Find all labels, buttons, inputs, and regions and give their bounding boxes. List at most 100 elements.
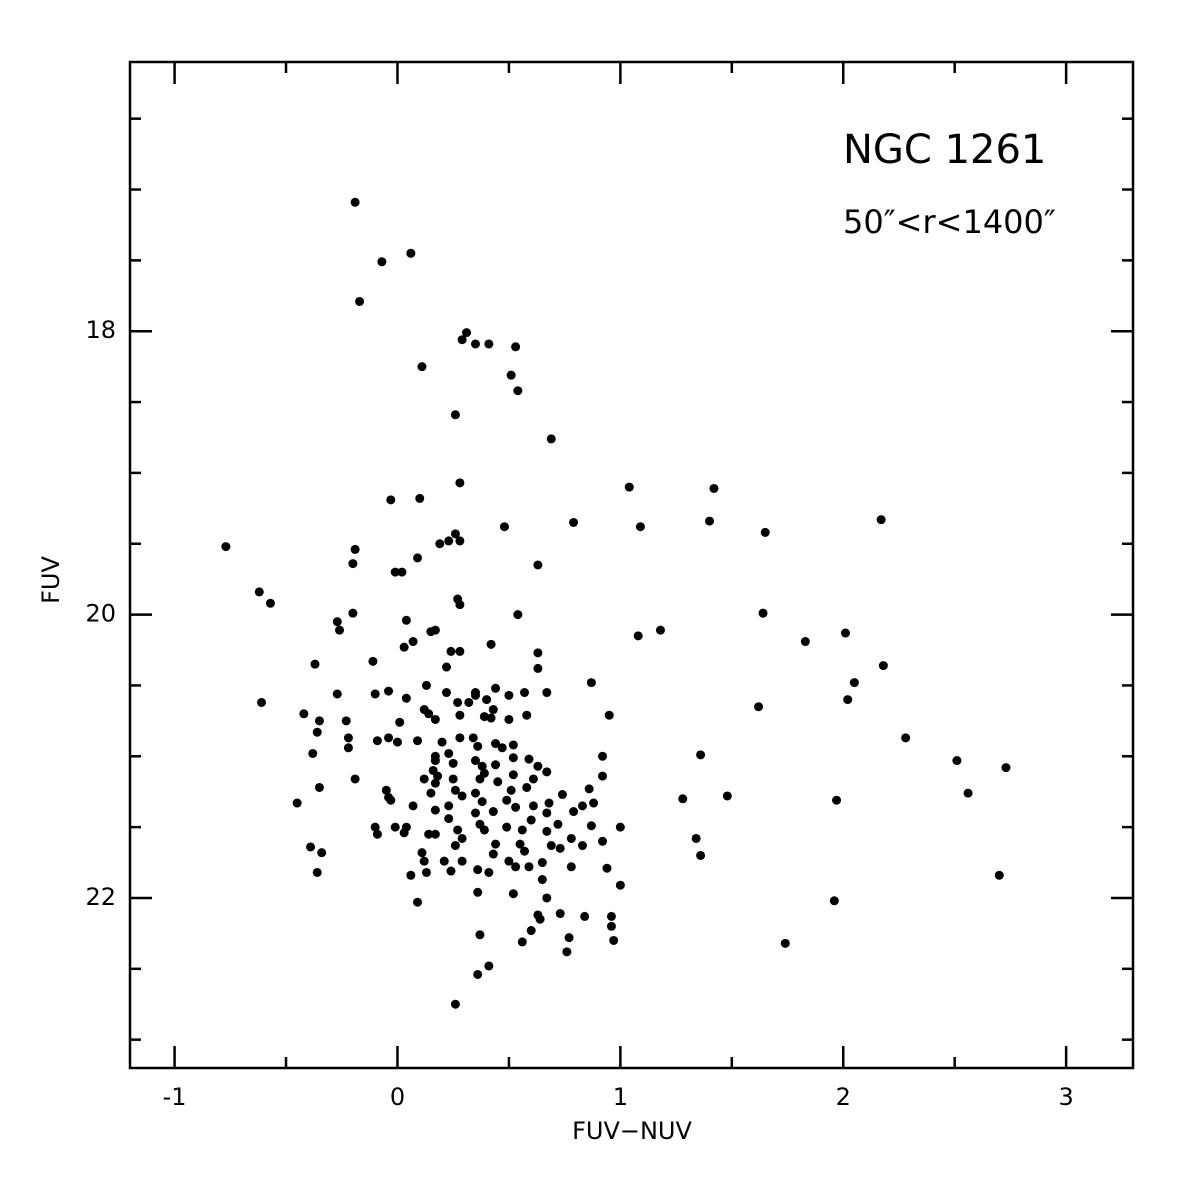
point xyxy=(524,862,534,872)
point xyxy=(442,662,452,672)
point xyxy=(511,342,521,352)
point xyxy=(488,807,498,817)
point xyxy=(343,733,353,743)
point xyxy=(470,339,480,349)
point xyxy=(484,339,494,349)
point xyxy=(486,639,496,649)
point xyxy=(348,608,358,618)
point xyxy=(343,743,353,753)
point xyxy=(537,875,547,885)
point xyxy=(533,648,543,658)
x-axis-label: FUV−NUV xyxy=(572,1117,692,1145)
point xyxy=(780,938,790,948)
point xyxy=(455,600,465,610)
annotation: 50″<r<1400″ xyxy=(843,203,1056,241)
x-tick-label: 2 xyxy=(836,1083,851,1111)
point xyxy=(615,822,625,832)
point xyxy=(381,785,391,795)
point xyxy=(709,483,719,493)
point xyxy=(598,751,608,761)
point xyxy=(299,709,309,719)
point xyxy=(760,527,770,537)
point xyxy=(433,771,443,781)
point xyxy=(254,587,264,597)
point xyxy=(513,610,523,620)
point xyxy=(444,536,454,546)
point xyxy=(606,911,616,921)
point xyxy=(406,870,416,880)
point xyxy=(569,807,579,817)
point xyxy=(758,608,768,618)
point xyxy=(446,866,456,876)
point xyxy=(508,740,518,750)
point xyxy=(528,801,538,811)
point xyxy=(437,737,447,747)
point xyxy=(442,688,452,698)
point xyxy=(506,370,516,380)
point xyxy=(506,785,516,795)
point xyxy=(473,741,483,751)
point xyxy=(555,909,565,919)
point xyxy=(598,771,608,781)
point xyxy=(308,748,318,758)
point xyxy=(655,625,665,635)
point xyxy=(370,822,380,832)
point xyxy=(413,553,423,563)
annotation: NGC 1261 xyxy=(843,127,1046,173)
point xyxy=(314,782,324,792)
point xyxy=(430,756,440,766)
point xyxy=(390,822,400,832)
point xyxy=(598,836,608,846)
point xyxy=(526,926,536,936)
point xyxy=(424,709,434,719)
point xyxy=(535,914,545,924)
point xyxy=(497,743,507,753)
point xyxy=(569,517,579,527)
point xyxy=(477,761,487,771)
y-tick-label: 20 xyxy=(85,600,116,628)
point xyxy=(678,794,688,804)
point xyxy=(952,756,962,766)
point xyxy=(406,248,416,258)
point xyxy=(705,516,715,526)
point xyxy=(696,850,706,860)
point xyxy=(722,791,732,801)
point xyxy=(457,791,467,801)
point xyxy=(564,933,574,943)
point xyxy=(479,825,489,835)
point xyxy=(520,688,530,698)
point xyxy=(462,328,472,338)
point xyxy=(370,689,380,699)
point xyxy=(332,689,342,699)
point xyxy=(430,778,440,788)
x-tick-label: 1 xyxy=(613,1083,628,1111)
point xyxy=(395,717,405,727)
point xyxy=(314,716,324,726)
point xyxy=(473,865,483,875)
point xyxy=(584,784,594,794)
point xyxy=(390,567,400,577)
point xyxy=(419,856,429,866)
point xyxy=(439,856,449,866)
point xyxy=(491,760,501,770)
point xyxy=(450,410,460,420)
point xyxy=(544,798,554,808)
point xyxy=(528,774,538,784)
point xyxy=(493,777,503,787)
point xyxy=(502,822,512,832)
x-tick-label: 0 xyxy=(390,1083,405,1111)
point xyxy=(384,686,394,696)
point xyxy=(606,921,616,931)
point xyxy=(292,798,302,808)
point xyxy=(754,702,764,712)
point xyxy=(348,559,358,569)
point xyxy=(615,880,625,890)
point xyxy=(448,774,458,784)
point xyxy=(312,727,322,737)
point xyxy=(470,788,480,798)
point xyxy=(508,770,518,780)
point xyxy=(413,736,423,746)
point xyxy=(491,739,501,749)
point xyxy=(453,825,463,835)
point xyxy=(484,961,494,971)
